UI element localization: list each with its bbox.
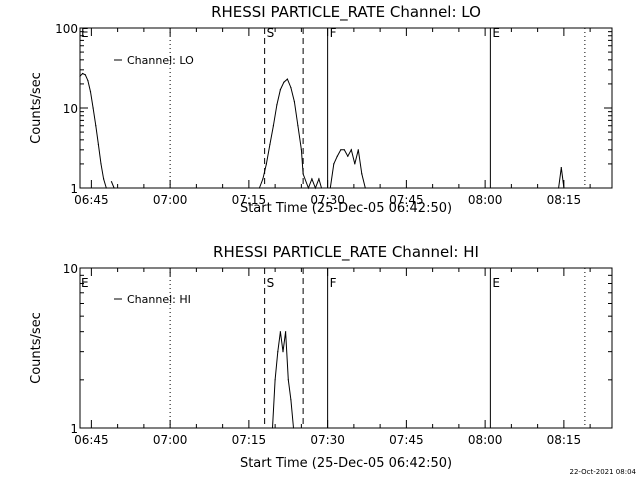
flag-label: F	[330, 26, 337, 40]
data-point	[100, 163, 102, 165]
flag-label: E	[492, 26, 500, 40]
x-axis-label: Start Time (25-Dec-05 06:42:50)	[240, 456, 452, 471]
data-point	[269, 143, 271, 146]
data-point	[558, 187, 560, 189]
data-point	[82, 72, 84, 75]
x-tick-label: 07:30	[310, 193, 345, 207]
data-point	[283, 81, 285, 83]
x-tick-label: 06:45	[74, 433, 109, 447]
data-point	[343, 149, 345, 151]
data-point	[354, 163, 356, 165]
x-tick-label: 08:00	[468, 433, 503, 447]
x-tick-label: 08:15	[547, 193, 582, 207]
series-line-lo	[79, 72, 565, 190]
data-point	[89, 91, 92, 93]
data-point	[79, 75, 81, 77]
data-point	[285, 331, 287, 333]
data-point	[286, 78, 288, 80]
x-tick-label: 07:45	[389, 193, 424, 207]
data-point	[105, 187, 107, 189]
data-point	[290, 87, 292, 89]
data-point	[329, 187, 331, 189]
x-tick-label: 07:15	[232, 433, 267, 447]
chart-panel-lo: RHESSI PARTICLE_RATE Channel: LO Counts/s…	[29, 3, 613, 216]
flag-label: E	[81, 276, 89, 290]
data-point	[282, 351, 284, 353]
y-tick-label: 1	[70, 182, 78, 196]
data-point	[300, 149, 302, 151]
data-point	[279, 331, 281, 333]
data-point	[347, 155, 349, 157]
data-point	[340, 149, 342, 151]
data-point	[287, 379, 289, 381]
x-tick-label: 07:00	[153, 433, 188, 447]
x-tick-label: 07:15	[232, 193, 267, 207]
data-point	[265, 163, 267, 165]
y-axis-label: Counts/sec	[29, 312, 44, 384]
flag-label: F	[330, 276, 337, 290]
data-point	[103, 178, 105, 180]
data-point	[87, 80, 89, 82]
data-point	[84, 74, 86, 76]
legend-label: Channel: HI	[127, 293, 191, 306]
plot-frame	[79, 267, 613, 429]
flag-label: S	[267, 276, 275, 290]
data-point	[311, 178, 313, 180]
chart-title: RHESSI PARTICLE_RATE Channel: LO	[211, 3, 481, 22]
data-point	[110, 181, 113, 183]
data-point	[276, 104, 278, 106]
flag-label: E	[81, 26, 89, 40]
data-point	[262, 178, 264, 180]
data-point	[271, 427, 274, 429]
x-tick-label: 07:30	[310, 433, 345, 447]
x-tick-label: 07:45	[389, 433, 424, 447]
data-point	[336, 155, 338, 157]
chart-title: RHESSI PARTICLE_RATE Channel: HI	[213, 243, 479, 262]
data-point	[314, 187, 316, 189]
data-point	[113, 187, 115, 189]
y-tick-label: 1	[70, 422, 78, 436]
data-point	[272, 125, 274, 127]
data-point	[307, 187, 309, 189]
data-point	[357, 149, 359, 151]
data-point	[292, 427, 295, 429]
data-point	[350, 149, 352, 151]
x-tick-label: 06:45	[74, 193, 109, 207]
y-axis-label: Counts/sec	[29, 72, 44, 144]
data-point	[563, 187, 565, 189]
data-point	[258, 187, 260, 189]
y-tick-label: 10	[63, 262, 78, 276]
data-point	[320, 187, 323, 189]
data-point	[290, 399, 292, 401]
y-tick-label: 10	[63, 102, 78, 116]
data-point	[361, 173, 363, 175]
data-point	[302, 173, 304, 175]
y-tick-label: 100	[55, 22, 78, 36]
flag-label: S	[267, 26, 275, 40]
data-point	[95, 125, 97, 127]
data-point	[277, 351, 279, 353]
x-axis-label: Start Time (25-Dec-05 06:42:50)	[240, 201, 452, 216]
data-point	[560, 167, 562, 169]
data-point	[92, 107, 94, 109]
x-tick-label: 08:00	[468, 193, 503, 207]
data-point	[97, 143, 99, 146]
flag-label: E	[492, 276, 500, 290]
data-point	[293, 101, 295, 103]
plot-timestamp: 22-Oct-2021 08:04	[570, 468, 637, 476]
data-point	[318, 178, 320, 180]
data-point	[274, 379, 276, 381]
data-point	[364, 187, 366, 189]
data-point	[333, 163, 335, 165]
x-tick-label: 08:15	[547, 433, 582, 447]
chart-panel-hi: RHESSI PARTICLE_RATE Channel: HI Counts/s…	[29, 243, 613, 471]
data-point	[297, 125, 299, 127]
legend-label: Channel: LO	[127, 54, 194, 67]
data-point	[279, 89, 281, 91]
x-tick-label: 07:00	[153, 193, 188, 207]
plot-frame	[79, 27, 613, 189]
